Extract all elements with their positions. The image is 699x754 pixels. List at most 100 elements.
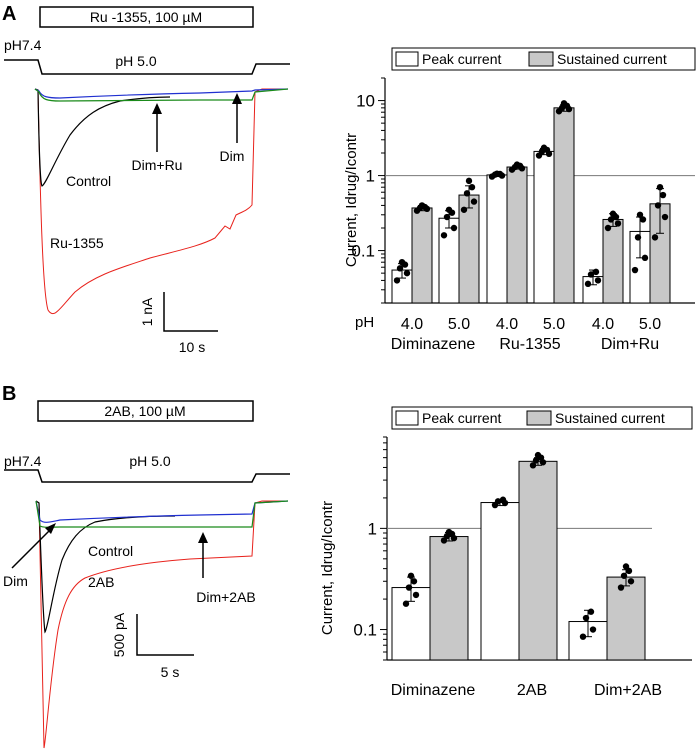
panel-b-label-dim-2ab: Dim+2AB [196, 589, 256, 605]
chart-b-data-point [589, 626, 597, 633]
chart-b-data-point [582, 614, 590, 622]
chart-a-data-point [440, 232, 448, 239]
chart-b-data-point [410, 578, 418, 585]
chart-b-legend-peak-swatch [395, 410, 419, 426]
panel-b-label-control: Control [88, 543, 133, 559]
chart-b-data-point [445, 528, 453, 536]
panel-b-arrowhead-dim [45, 523, 56, 534]
panel-a-label-ru: Ru-1355 [50, 235, 104, 251]
dim-trace [34, 88, 289, 99]
chart-a-data-point [604, 224, 612, 232]
chart-a-ph-tick: 4.0 [401, 316, 423, 333]
chart-b-data-point [499, 496, 507, 503]
panel-b-ph-initial: pH7.4 [4, 453, 42, 469]
chart-a-data-point [463, 190, 471, 197]
panel-b-control-trace [35, 500, 176, 634]
chart-a-group-label: Dim+Ru [601, 336, 659, 353]
chart-b-legend-sustained: Sustained current [555, 410, 665, 426]
panel-a-drug-bar [39, 6, 254, 28]
chart-a-data-point [418, 202, 426, 209]
dim-ru-trace [34, 88, 289, 102]
chart-b-data-point [412, 591, 420, 599]
chart-a-bar-sustained [506, 166, 528, 304]
chart-a-data-point [587, 271, 595, 278]
chart-a-data-point [468, 183, 476, 191]
chart-b-legend-peak: Peak current [422, 410, 501, 426]
chart-a-data-point [594, 277, 602, 284]
chart-a-data-point [639, 216, 647, 223]
dim-2ab-trace [35, 500, 289, 528]
chart-a-data-point [636, 211, 644, 218]
chart-b-data-point [534, 451, 542, 459]
chart-a-ytick-label: 1 [366, 167, 375, 186]
panel-a-label-control: Control [66, 173, 111, 189]
chart-a-bar-peak [486, 174, 508, 304]
chart-a-data-point [609, 210, 617, 217]
chart-a-data-point [393, 277, 401, 284]
chart-a-ph-tick: 4.0 [592, 316, 614, 333]
chart-a-data-point [445, 206, 453, 213]
panel-a-ph-protocol [4, 59, 290, 75]
chart-b-data-point [617, 584, 625, 591]
chart-a-ylabel: Current, Idrug/Icontr [343, 133, 360, 267]
chart-a-data-point [659, 191, 667, 199]
chart-a-data-point [661, 213, 669, 221]
chart-a-group-label: Diminazene [391, 336, 476, 353]
chart-a-data-point [634, 234, 642, 241]
chart-a-data-point [493, 170, 501, 177]
panel-a-label-dim: Dim [220, 148, 245, 164]
chart-a-data-point [641, 254, 649, 262]
chart-a-data-point [614, 220, 622, 227]
panel-b-arrow-dim [11, 527, 53, 569]
control-trace [34, 88, 171, 187]
panel-b-drug-bar [37, 400, 254, 422]
panel-b-scalebar-y: 500 pA [111, 612, 127, 657]
panel-b-traces [35, 500, 289, 749]
chart-b-data-point [627, 578, 635, 585]
panel-b-label-2ab: 2AB [88, 574, 114, 590]
chart-a-bar-peak [438, 217, 460, 304]
chart-a-ph-label: pH [355, 314, 374, 331]
panel-b-label-dim: Dim [3, 573, 28, 589]
chart-a-data-point [631, 266, 639, 274]
panel-a-scalebar [163, 292, 218, 332]
chart-a-bar-sustained [411, 207, 433, 304]
chart-a-data-point [513, 161, 521, 168]
chart-a-data-point [460, 206, 468, 213]
panel-b-ph-step: pH 5.0 [129, 453, 170, 469]
chart-a-data-point [656, 183, 664, 191]
chart-b-bar-sustained [429, 536, 469, 661]
panel-b-dim-trace [35, 500, 289, 523]
chart-a-data-point [450, 224, 458, 232]
chart-a: Peak current Sustained current Current, … [343, 47, 696, 353]
chart-a-data-point [443, 213, 451, 221]
chart-a-data-point [465, 177, 473, 185]
chart-b-data-point [529, 462, 537, 469]
chart-b-group-label: Diminazene [391, 682, 476, 699]
chart-a-data-point [654, 202, 662, 209]
chart-a-bar-sustained [602, 218, 624, 304]
chart-b-bar-sustained [518, 460, 558, 661]
chart-b-bar-peak [480, 502, 520, 661]
chart-b-data-point [579, 633, 587, 640]
chart-a-bar-sustained [553, 107, 575, 304]
chart-b-bar-sustained [606, 576, 646, 661]
chart-b-data-point [587, 608, 595, 615]
chart-b-group-label: 2AB [517, 682, 547, 699]
panel-b-letter: B [2, 383, 16, 405]
chart-b-ylabel: Current, Idrug/Icontr [319, 501, 336, 635]
panel-a-arrowhead-dim-ru [152, 103, 162, 114]
chart-b-data-point [494, 498, 502, 505]
panel-b-arrowhead-dim-2ab [198, 532, 208, 543]
chart-a-ph-tick: 5.0 [448, 316, 470, 333]
panel-b-scalebar [136, 614, 194, 656]
chart-b-data-point [407, 572, 415, 579]
chart-a-data-point [403, 269, 411, 277]
chart-b: Peak current Sustained current Current, … [319, 406, 693, 699]
chart-b-data-point [405, 584, 413, 591]
chart-a-ph-tick: 5.0 [543, 316, 565, 333]
panel-a-label-dim-ru: Dim+Ru [132, 157, 183, 173]
panel-a-ph-step: pH 5.0 [115, 53, 156, 69]
panel-a-traces [34, 88, 289, 315]
chart-a-data-point [592, 268, 600, 276]
